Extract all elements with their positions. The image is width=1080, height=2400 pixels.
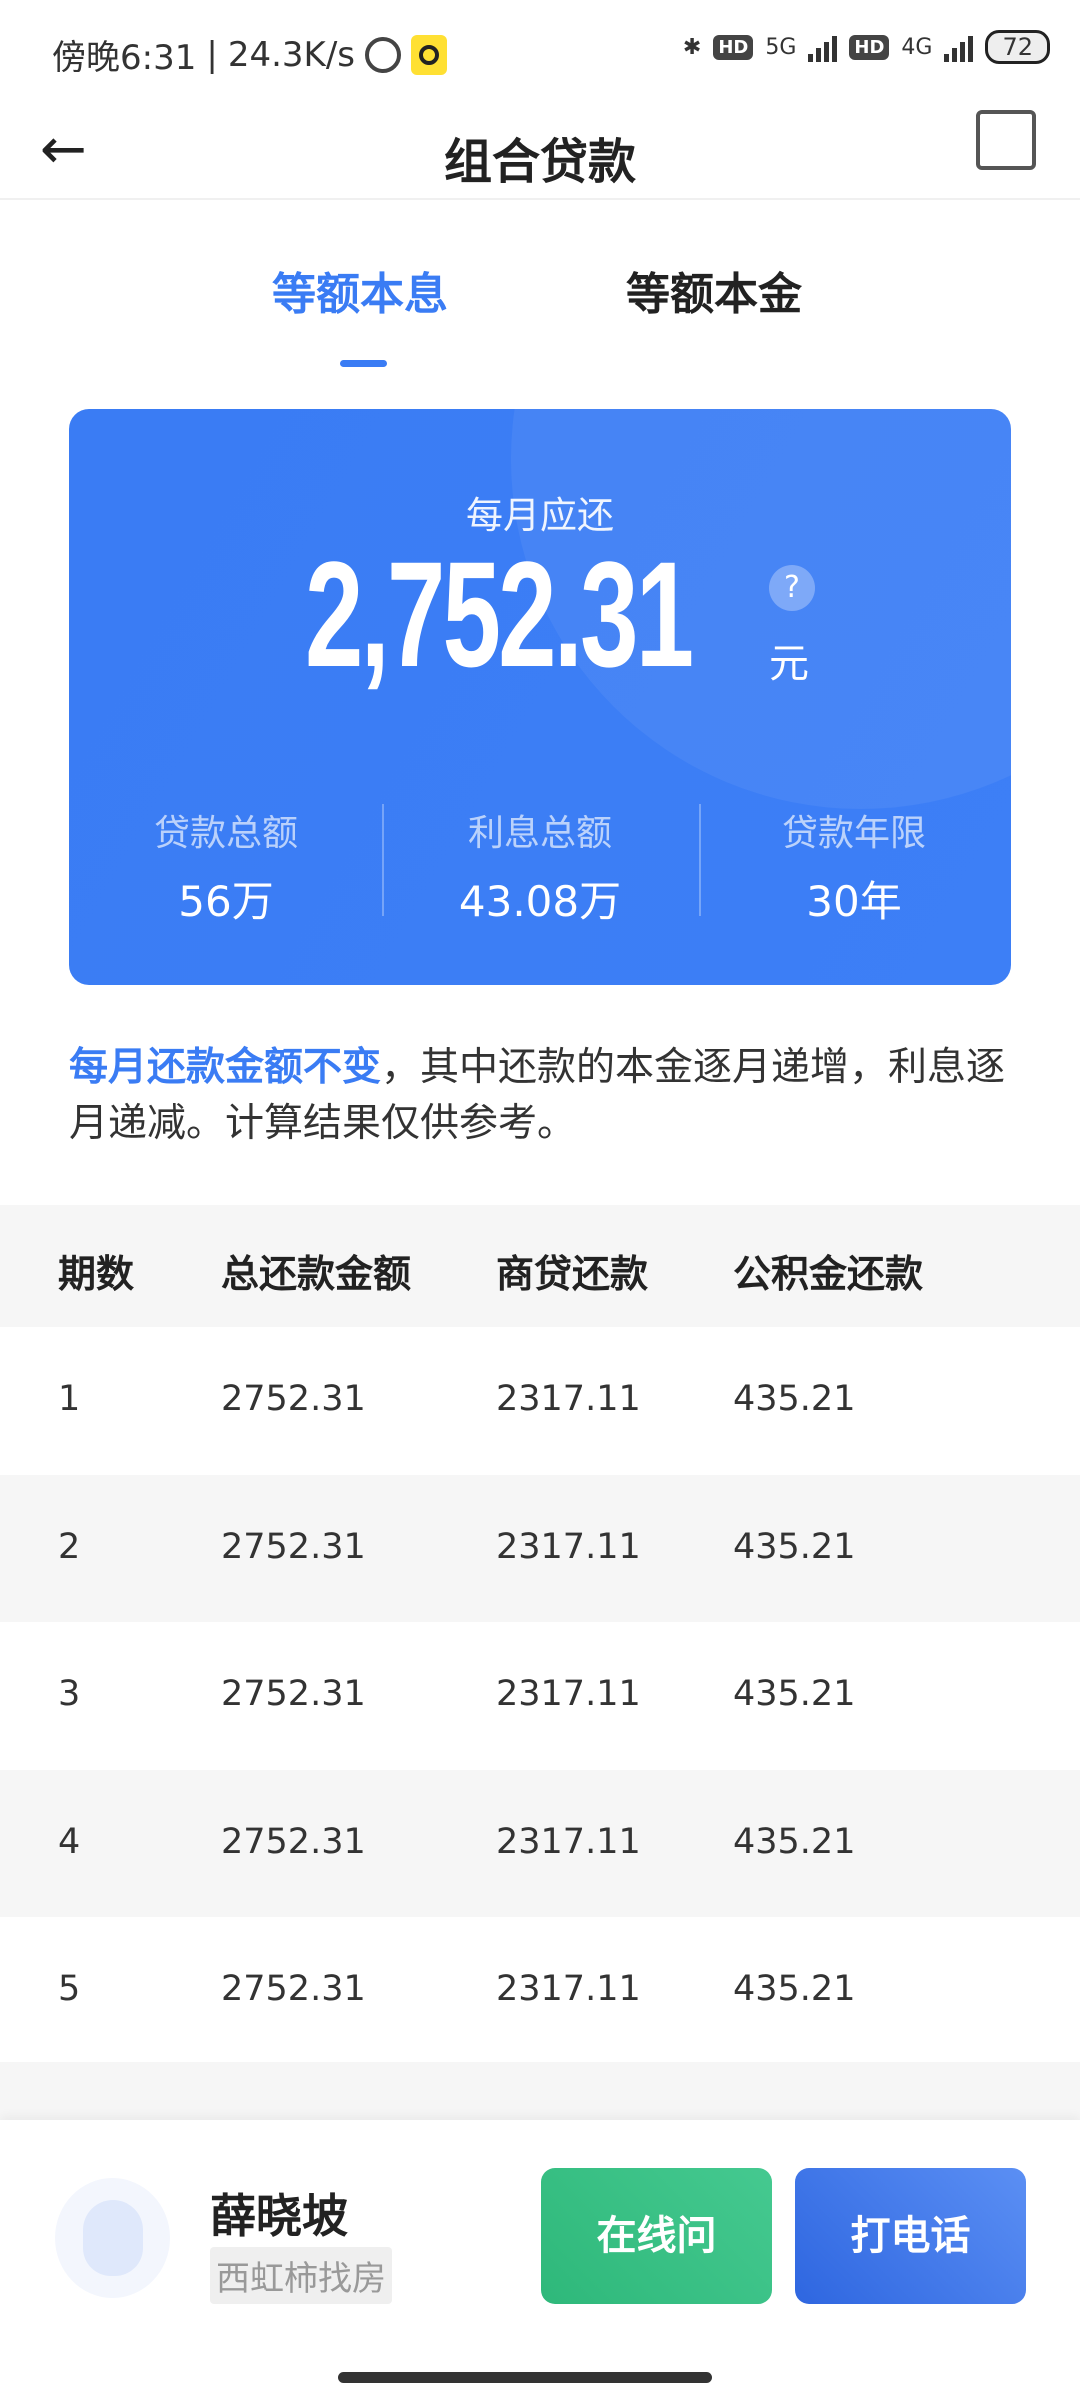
table-cell: 2752.31 — [221, 1526, 366, 1567]
signal-icon — [808, 32, 838, 62]
agent-name: 薛晓坡 — [210, 2189, 348, 2243]
table-cell: 2752.31 — [221, 1379, 366, 1419]
hd-icon: HD — [713, 34, 754, 60]
stat-loan-total: 贷款总额 56万 — [153, 813, 298, 926]
table-header: 期数 总还款金额 商贷还款 公积金还款 — [0, 1205, 1080, 1327]
divider — [699, 804, 701, 916]
currency-unit: 元 — [769, 641, 809, 687]
app-notification-icon — [411, 34, 447, 75]
table-cell: 2752.31 — [221, 1969, 366, 2009]
table-cell: 435.21 — [733, 1379, 856, 1419]
separator: | — [206, 34, 218, 75]
help-icon[interactable]: ? — [769, 565, 815, 611]
table-cell: 2 — [58, 1526, 81, 1567]
network-type-4g: 4G — [901, 34, 933, 60]
table-cell: 435.21 — [733, 1674, 856, 1714]
top-nav: ← 组合贷款 — [0, 100, 1080, 200]
table-cell: 2317.11 — [496, 1821, 641, 1862]
bluetooth-icon: ✱ — [682, 34, 702, 60]
table-row: 4 2752.31 2317.11 435.21 — [0, 1769, 1080, 1917]
table-cell: 435.21 — [733, 1969, 856, 2009]
chat-online-button[interactable]: 在线问 — [541, 2168, 772, 2304]
avatar[interactable] — [55, 2178, 170, 2298]
table-row: 2 2752.31 2317.11 435.21 — [0, 1474, 1080, 1622]
table-cell: 1 — [58, 1379, 81, 1419]
alarm-icon — [365, 36, 401, 73]
table-row: 1 2752.31 2317.11 435.21 — [0, 1327, 1080, 1474]
stat-loan-term: 贷款年限 30年 — [781, 813, 926, 926]
hd-icon-2: HD — [849, 34, 890, 60]
tab-equal-principal[interactable]: 等额本金 — [626, 269, 802, 320]
network-type-5g: 5G — [765, 34, 797, 60]
table-row: 3 2752.31 2317.11 435.21 — [0, 1622, 1080, 1769]
table-cell: 2317.11 — [496, 1969, 641, 2009]
agent-bar: 薛晓坡 西虹柿找房 在线问 打电话 — [0, 2120, 1080, 2400]
table-cell: 2317.11 — [496, 1379, 641, 1419]
tab-indicator — [340, 360, 387, 367]
battery-icon: 72 — [985, 30, 1050, 64]
table-cell: 2752.31 — [221, 1674, 366, 1714]
share-icon[interactable] — [976, 110, 1036, 170]
monthly-label: 每月应还 — [466, 494, 614, 537]
divider — [382, 804, 384, 916]
table-cell: 5 — [58, 1969, 81, 2009]
agent-tag: 西虹柿找房 — [210, 2247, 392, 2304]
network-speed: 24.3K/s — [227, 34, 355, 75]
monthly-amount: 2,752.31 — [305, 530, 694, 698]
table-cell: 435.21 — [733, 1821, 856, 1862]
table-row: 5 2752.31 2317.11 435.21 — [0, 1917, 1080, 2064]
table-cell: 2317.11 — [496, 1526, 641, 1567]
tab-equal-installment[interactable]: 等额本息 — [272, 269, 448, 320]
stat-interest-total: 利息总额 43.08万 — [458, 813, 622, 926]
status-time: 傍晚6:31 — [52, 38, 197, 78]
table-cell: 3 — [58, 1674, 81, 1714]
call-button[interactable]: 打电话 — [795, 2168, 1026, 2304]
table-cell: 4 — [58, 1821, 81, 1862]
page-title: 组合贷款 — [443, 134, 636, 190]
summary-card: 每月应还 2,752.31 ? 元 贷款总额 56万 利息总额 43.08万 贷款年… — [69, 409, 1011, 985]
table-cell: 2752.31 — [221, 1821, 366, 1862]
home-indicator[interactable] — [338, 2372, 712, 2383]
table-cell: 435.21 — [733, 1526, 856, 1567]
description: 每月还款金额不变，其中还款的本金逐月递增，利息逐月递减。计算结果仅供参考。 — [69, 1045, 1006, 1146]
signal-icon-2 — [944, 32, 974, 62]
back-arrow-icon[interactable]: ← — [40, 117, 87, 182]
table-cell: 2317.11 — [496, 1674, 641, 1714]
status-bar: 傍晚6:31 | 24.3K/s ✱ HD 5G HD 4G 72 — [0, 0, 1080, 100]
